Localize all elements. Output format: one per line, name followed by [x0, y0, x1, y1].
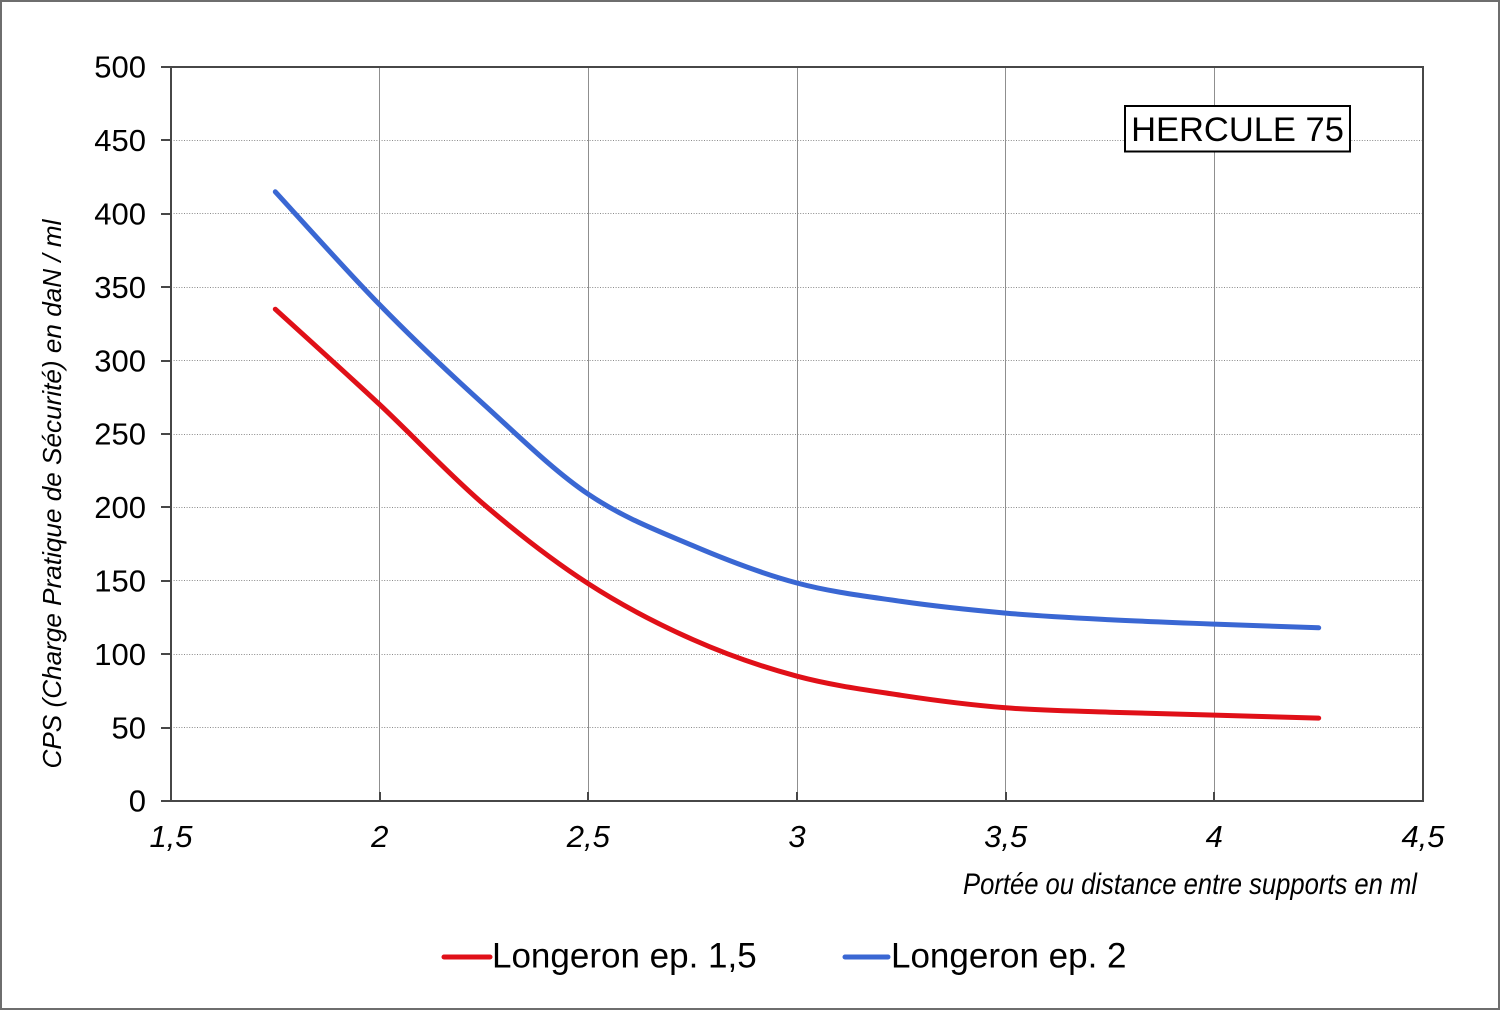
svg-text:100: 100: [94, 637, 146, 672]
svg-text:HERCULE 75: HERCULE 75: [1131, 111, 1344, 149]
svg-text:Longeron ep. 1,5: Longeron ep. 1,5: [492, 937, 757, 976]
svg-text:4: 4: [1206, 819, 1223, 854]
svg-text:200: 200: [94, 490, 146, 525]
svg-text:400: 400: [94, 197, 146, 232]
svg-text:1,5: 1,5: [149, 819, 193, 854]
svg-text:450: 450: [94, 123, 146, 158]
svg-text:2,5: 2,5: [566, 819, 611, 854]
svg-text:500: 500: [94, 50, 146, 85]
svg-text:350: 350: [94, 270, 146, 305]
svg-text:Portée ou distance entre suppo: Portée ou distance entre supports en ml: [963, 868, 1418, 901]
svg-text:0: 0: [129, 784, 146, 819]
svg-text:CPS (Charge Pratique de Sécur: CPS (Charge Pratique de Sécurité) en daN…: [37, 218, 67, 768]
svg-text:250: 250: [94, 417, 146, 452]
svg-text:Longeron ep. 2: Longeron ep. 2: [891, 937, 1126, 976]
svg-text:50: 50: [112, 710, 146, 745]
svg-text:3: 3: [788, 819, 805, 854]
svg-text:4,5: 4,5: [1401, 819, 1445, 854]
svg-text:2: 2: [370, 819, 388, 854]
svg-text:3,5: 3,5: [984, 819, 1028, 854]
svg-text:150: 150: [94, 564, 146, 599]
svg-text:300: 300: [94, 343, 146, 378]
